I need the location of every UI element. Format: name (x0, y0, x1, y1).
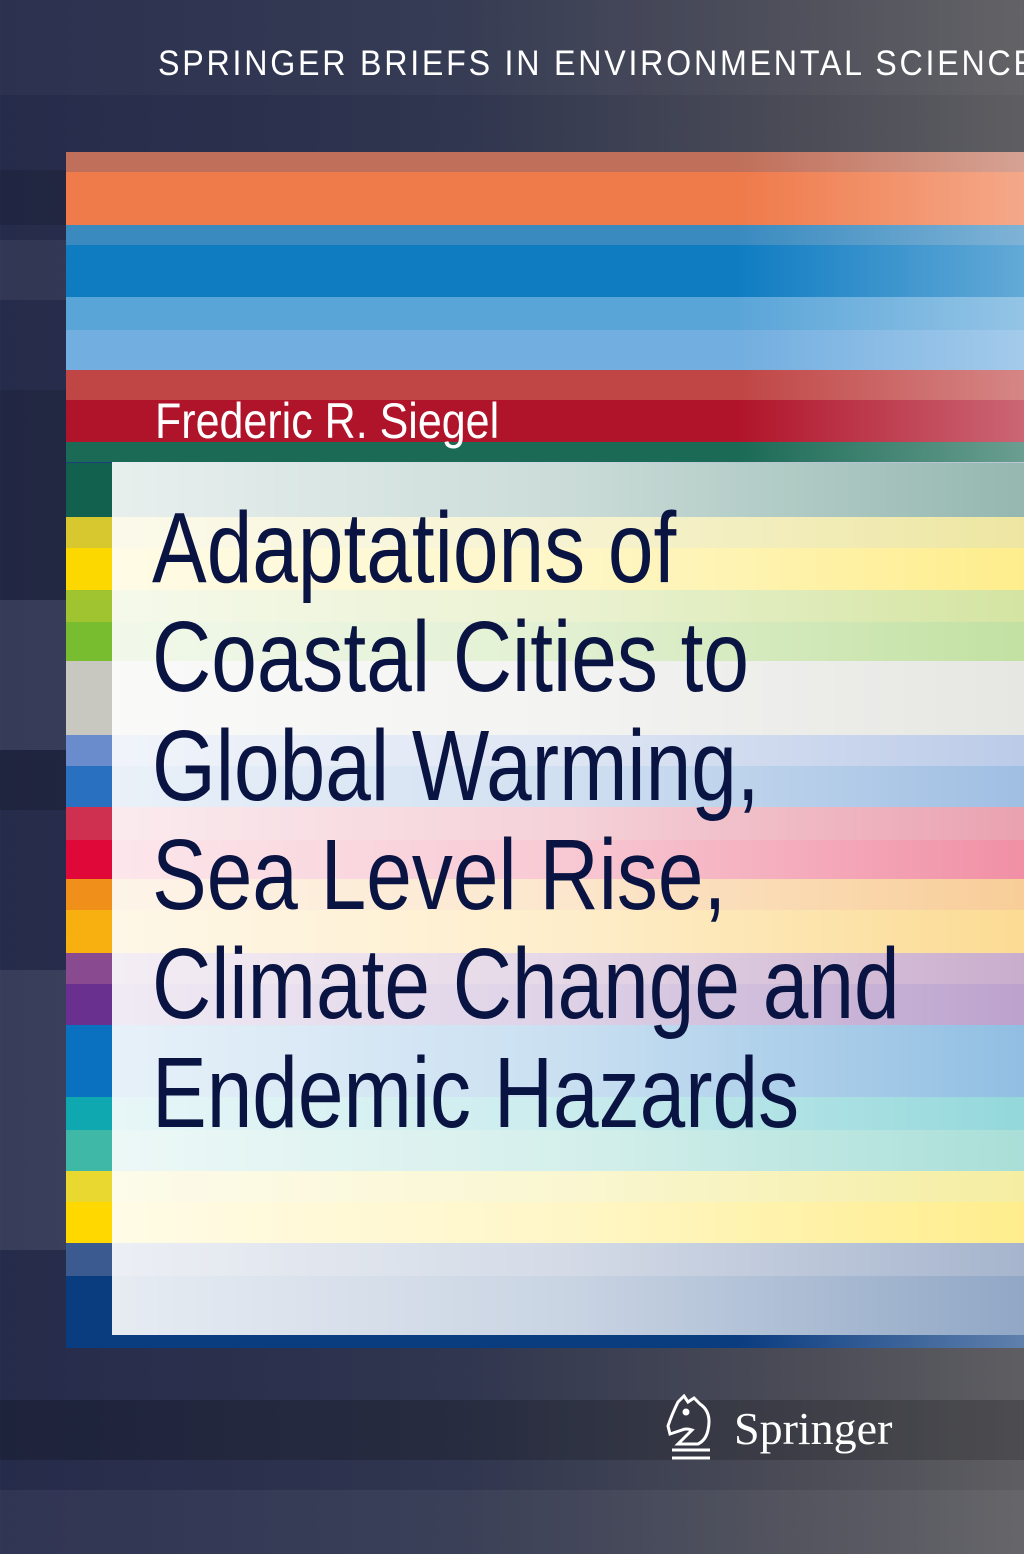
color-stripe (66, 400, 1024, 442)
color-stripe (66, 225, 1024, 245)
background-band (0, 1490, 1024, 1554)
color-stripe (66, 152, 1024, 172)
book-title: Adaptations of Coastal Cities to Global … (152, 494, 900, 1148)
title-line: Sea Level Rise, (152, 819, 727, 931)
title-panel (112, 462, 1024, 1335)
color-stripe (66, 172, 1024, 225)
series-title: SPRINGER BRIEFS IN ENVIRONMENTAL SCIENCE (158, 44, 1024, 83)
color-stripe (66, 442, 1024, 462)
background-band (0, 1400, 1024, 1460)
color-stripe (66, 330, 1024, 370)
title-line: Climate Change and (152, 928, 900, 1040)
title-line: Coastal Cities to (152, 601, 750, 713)
color-stripe (66, 370, 1024, 400)
publisher-name: Springer (734, 1402, 893, 1454)
title-line: Adaptations of (152, 492, 677, 604)
publisher-logo: Springer (664, 1394, 892, 1462)
color-stripe (66, 297, 1024, 330)
color-stripe (66, 245, 1024, 297)
author-name: Frederic R. Siegel (155, 393, 500, 449)
title-line: Endemic Hazards (152, 1037, 800, 1149)
title-line: Global Warming, (152, 710, 760, 822)
panel-white-overlay (112, 462, 1024, 1335)
springer-horse-icon (666, 1394, 711, 1460)
